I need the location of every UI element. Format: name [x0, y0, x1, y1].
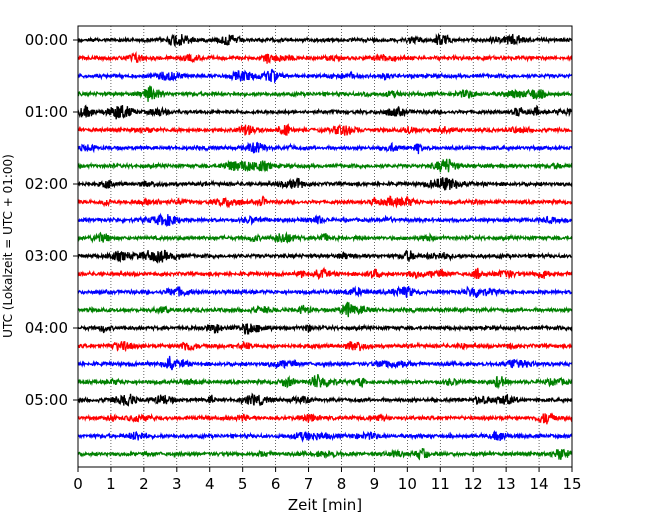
trace-line	[77, 373, 573, 390]
x-axis-label: Zeit [min]	[288, 496, 362, 514]
x-tick-label: 11	[431, 475, 450, 493]
x-tick-label: 6	[271, 475, 281, 493]
trace-line	[77, 123, 573, 136]
trace-line	[77, 104, 573, 120]
x-tick-label: 5	[238, 475, 248, 493]
trace-line	[77, 51, 573, 64]
x-tick-label: 2	[139, 475, 149, 493]
y-tick-label: 02:00	[25, 175, 68, 193]
trace-line	[77, 430, 573, 443]
y-tick-label: 05:00	[25, 391, 68, 409]
trace-line	[77, 158, 573, 173]
trace-line	[77, 355, 573, 371]
trace-line	[77, 323, 573, 336]
plot-frame	[77, 25, 573, 468]
x-tick-label: 0	[73, 475, 83, 493]
x-axis: 0 1 2 3 4 5 6 7 8 9 10 11 12 13 14 15	[73, 467, 582, 493]
trace-line	[77, 177, 573, 191]
trace-line	[77, 231, 573, 244]
y-axis-label: UTC (Lokalzeit = UTC + 01:00)	[1, 154, 15, 338]
trace-line	[77, 249, 573, 264]
y-tick-label: 04:00	[25, 319, 68, 337]
trace-line	[77, 392, 573, 407]
trace-line	[77, 212, 573, 227]
trace-line	[77, 412, 573, 425]
x-tick-label: 7	[304, 475, 314, 493]
x-tick-label: 15	[562, 475, 581, 493]
trace-line	[77, 195, 573, 209]
y-tick-label: 01:00	[25, 103, 68, 121]
x-tick-label: 13	[497, 475, 516, 493]
x-tick-label: 14	[530, 475, 549, 493]
trace-line	[77, 266, 573, 281]
trace-line	[77, 448, 573, 461]
trace-line	[77, 68, 573, 84]
trace-line	[77, 32, 573, 48]
trace-line	[77, 301, 573, 318]
trace-line	[77, 340, 573, 353]
y-tick-label: 03:00	[25, 247, 68, 265]
x-tick-label: 8	[337, 475, 347, 493]
x-tick-label: 3	[172, 475, 182, 493]
x-tick-label: 1	[106, 475, 116, 493]
trace-line	[77, 285, 573, 299]
trace-line	[77, 141, 573, 155]
trace-line	[77, 85, 573, 102]
x-tick-label: 4	[205, 475, 215, 493]
x-tick-label: 10	[398, 475, 417, 493]
trace-group	[77, 32, 573, 461]
x-tick-label: 12	[464, 475, 483, 493]
y-tick-label: 00:00	[25, 31, 68, 49]
y-axis: 00:00 01:00 02:00 03:00 04:00 05:00	[25, 31, 78, 409]
x-tick-label: 9	[370, 475, 380, 493]
